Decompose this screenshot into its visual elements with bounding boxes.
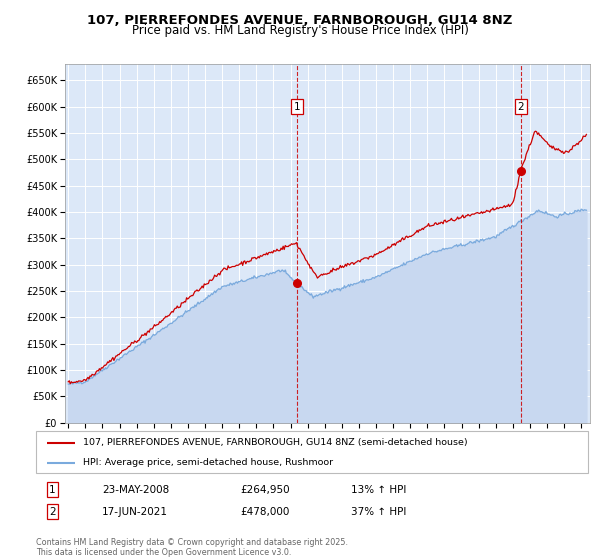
Text: 1: 1 bbox=[294, 101, 301, 111]
Text: 23-MAY-2008: 23-MAY-2008 bbox=[102, 484, 169, 494]
Text: 107, PIERREFONDES AVENUE, FARNBOROUGH, GU14 8NZ (semi-detached house): 107, PIERREFONDES AVENUE, FARNBOROUGH, G… bbox=[83, 438, 467, 447]
Text: Price paid vs. HM Land Registry's House Price Index (HPI): Price paid vs. HM Land Registry's House … bbox=[131, 24, 469, 37]
Text: HPI: Average price, semi-detached house, Rushmoor: HPI: Average price, semi-detached house,… bbox=[83, 458, 333, 467]
Text: 2: 2 bbox=[517, 101, 524, 111]
Text: Contains HM Land Registry data © Crown copyright and database right 2025.
This d: Contains HM Land Registry data © Crown c… bbox=[36, 538, 348, 557]
Text: 37% ↑ HPI: 37% ↑ HPI bbox=[350, 507, 406, 517]
Text: £264,950: £264,950 bbox=[240, 484, 290, 494]
Text: 2: 2 bbox=[49, 507, 56, 517]
Text: 13% ↑ HPI: 13% ↑ HPI bbox=[350, 484, 406, 494]
Text: 1: 1 bbox=[49, 484, 56, 494]
Text: 17-JUN-2021: 17-JUN-2021 bbox=[102, 507, 168, 517]
Text: £478,000: £478,000 bbox=[240, 507, 290, 517]
Text: 107, PIERREFONDES AVENUE, FARNBOROUGH, GU14 8NZ: 107, PIERREFONDES AVENUE, FARNBOROUGH, G… bbox=[88, 14, 512, 27]
FancyBboxPatch shape bbox=[36, 431, 588, 473]
